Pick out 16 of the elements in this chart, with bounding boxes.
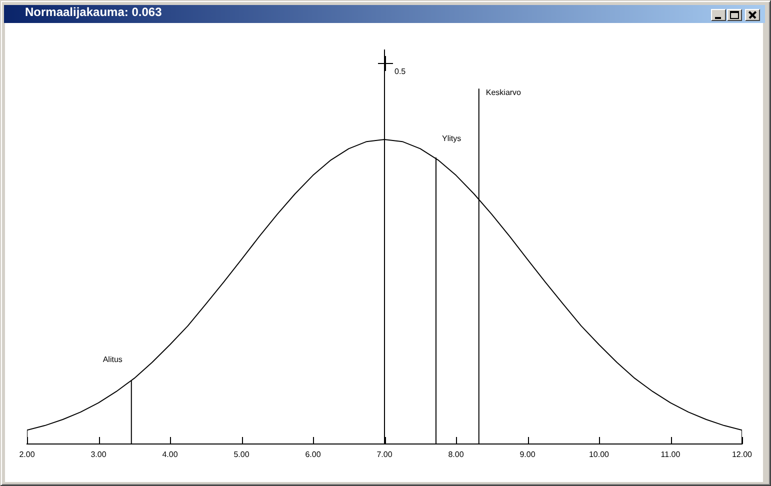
chart-title: Normaalijakauma: 0.063 [25,5,162,21]
x-tick-label: 2.00 [19,450,36,460]
x-tick-label: 5.00 [234,450,250,460]
x-tick-label: 11.00 [660,450,681,460]
x-tick-label: 6.00 [305,450,322,460]
text: Alitus [102,355,122,364]
series-label: Keskiarvo [486,88,522,98]
x-tick-label: 7.00 [376,450,393,460]
series-label: Ylitys [442,134,462,144]
x-tick-label: 8.00 [448,450,464,460]
text: 0.5 [394,67,406,76]
x-tick-label: 9.00 [520,450,536,460]
x-tick-label: 3.00 [90,450,107,460]
x-tick-label: 12.00 [732,450,753,460]
x-tick-label: 4.00 [162,450,178,460]
x-tick-label: 10.00 [588,450,610,460]
